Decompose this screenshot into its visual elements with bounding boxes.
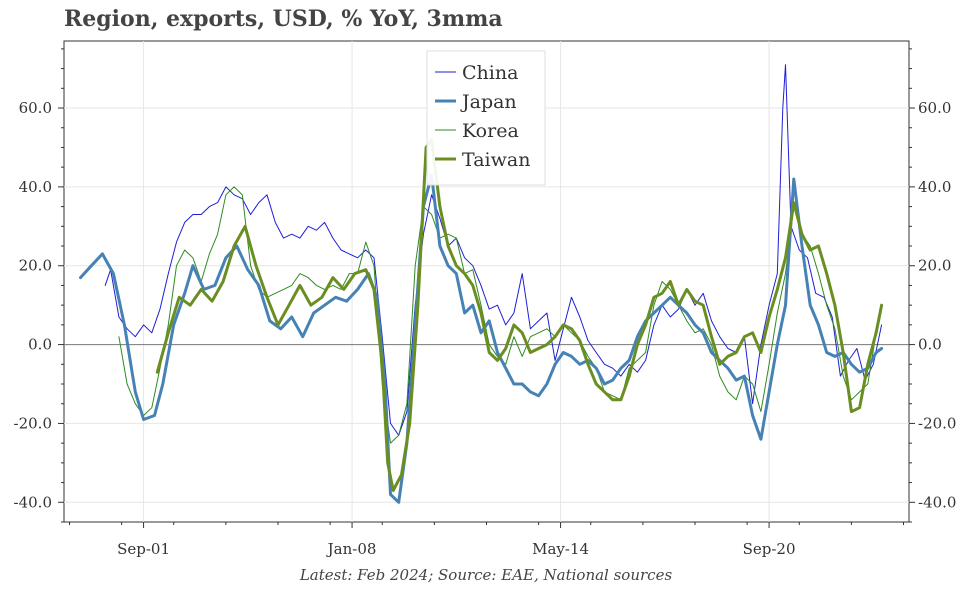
y-tick-label-left: 60.0 bbox=[19, 99, 52, 117]
y-tick-label-right: 40.0 bbox=[918, 178, 951, 196]
source-footnote: Latest: Feb 2024; Source: EAE, National … bbox=[299, 566, 673, 584]
tick-labels: -40.0 -40.0 -20.0 -20.0 0.0 0.0 20.0 20.0 40.0 40… bbox=[14, 99, 957, 558]
legend-box bbox=[426, 50, 546, 186]
series-line-taiwan bbox=[155, 138, 884, 492]
y-tick-label-right: -40.0 bbox=[918, 493, 956, 511]
legend-label-korea: Korea bbox=[462, 120, 519, 142]
y-tick-label-right: 0.0 bbox=[918, 336, 942, 354]
x-tick-label: May-14 bbox=[532, 540, 589, 558]
legend: China Japan Korea Taiwan bbox=[426, 50, 546, 186]
grid-lines bbox=[64, 41, 909, 522]
legend-label-japan: Japan bbox=[460, 91, 517, 113]
y-tick-label-left: 20.0 bbox=[19, 257, 52, 275]
y-tick-label-left: -20.0 bbox=[14, 414, 52, 432]
x-tick-label: Sep-20 bbox=[743, 540, 796, 558]
y-tick-label-left: 40.0 bbox=[19, 178, 52, 196]
legend-label-taiwan: Taiwan bbox=[462, 149, 530, 171]
chart-title: Region, exports, USD, % YoY, 3mma bbox=[64, 6, 503, 32]
y-tick-label-right: 20.0 bbox=[918, 257, 951, 275]
y-tick-label-left: 0.0 bbox=[28, 336, 52, 354]
y-tick-label-right: 60.0 bbox=[918, 99, 951, 117]
series-line-china bbox=[104, 64, 883, 436]
axis-ticks bbox=[58, 48, 915, 528]
series-lines bbox=[79, 64, 884, 504]
legend-label-china: China bbox=[462, 62, 518, 84]
y-tick-label-right: -20.0 bbox=[918, 414, 956, 432]
series-line-japan bbox=[79, 173, 884, 504]
x-tick-label: Jan-08 bbox=[326, 540, 377, 558]
x-tick-label: Sep-01 bbox=[117, 540, 170, 558]
y-tick-label-left: -40.0 bbox=[14, 493, 52, 511]
